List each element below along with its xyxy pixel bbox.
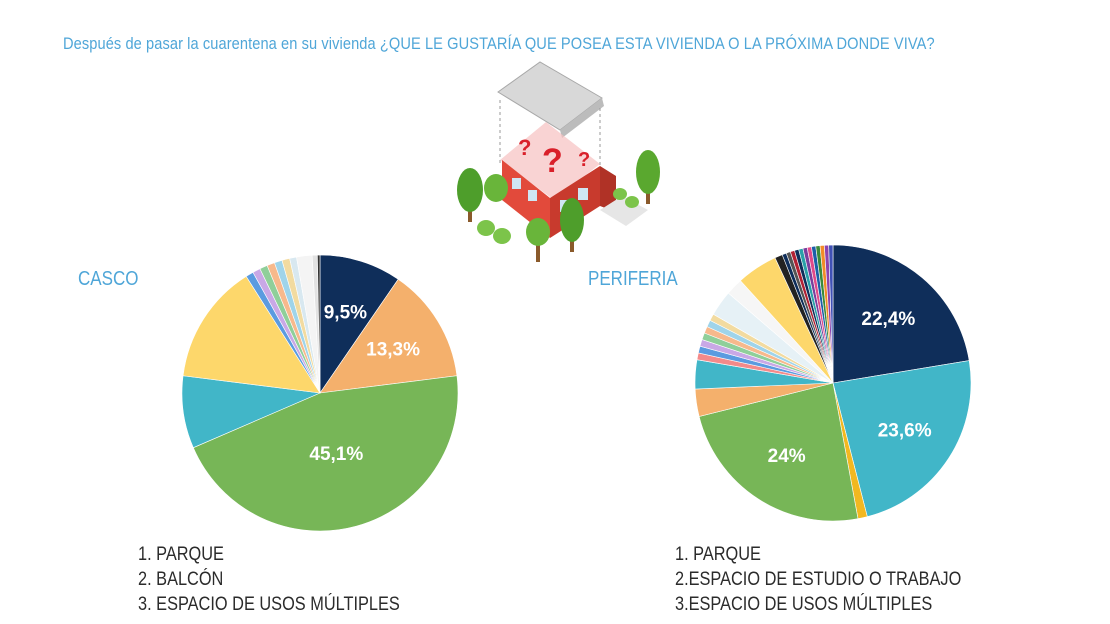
pie-data-label: 23,6% xyxy=(878,421,932,442)
casco-legend: 1. PARQUE 2. BALCÓN 3. ESPACIO DE USOS M… xyxy=(138,542,400,617)
pie-slice xyxy=(698,382,859,522)
periferia-pie-chart: 22,4% 23,6% 24% xyxy=(694,244,972,522)
legend-item: 2.ESPACIO DE ESTUDIO O TRABAJO xyxy=(675,569,962,590)
chart-title: Después de pasar la cuarentena en su viv… xyxy=(63,34,935,53)
pie-data-label: 24% xyxy=(768,446,806,467)
svg-text:?: ? xyxy=(578,149,590,171)
casco-label: CASCO xyxy=(78,268,139,290)
legend-item: 1. PARQUE xyxy=(675,544,761,565)
pie-data-label: 9,5% xyxy=(324,302,367,323)
pie-slice xyxy=(832,360,972,518)
legend-item: 2. BALCÓN xyxy=(138,569,224,590)
pie-data-label: 22,4% xyxy=(861,309,915,330)
svg-text:?: ? xyxy=(518,135,531,160)
pie-slice xyxy=(828,244,834,384)
casco-pie-chart: 9,5% 13,3% 45,1% xyxy=(181,254,459,532)
pie-slice xyxy=(192,375,459,532)
pie-slice xyxy=(832,244,970,384)
pie-slice xyxy=(319,278,458,394)
pie-slice xyxy=(319,254,399,394)
pie-data-label: 13,3% xyxy=(366,340,420,361)
legend-item: 1. PARQUE xyxy=(138,544,224,565)
pie-slice xyxy=(182,275,321,394)
periferia-label: PERIFERIA xyxy=(588,268,678,290)
legend-item: 3.ESPACIO DE USOS MÚLTIPLES xyxy=(675,594,933,615)
house-with-question-marks-icon: ? ? ? xyxy=(457,61,660,262)
pie-data-label: 45,1% xyxy=(309,444,363,465)
pie-slice xyxy=(317,254,321,394)
svg-text:?: ? xyxy=(542,142,563,180)
periferia-legend: 1. PARQUE 2.ESPACIO DE ESTUDIO O TRABAJO… xyxy=(675,542,961,617)
legend-item: 3. ESPACIO DE USOS MÚLTIPLES xyxy=(138,594,400,615)
